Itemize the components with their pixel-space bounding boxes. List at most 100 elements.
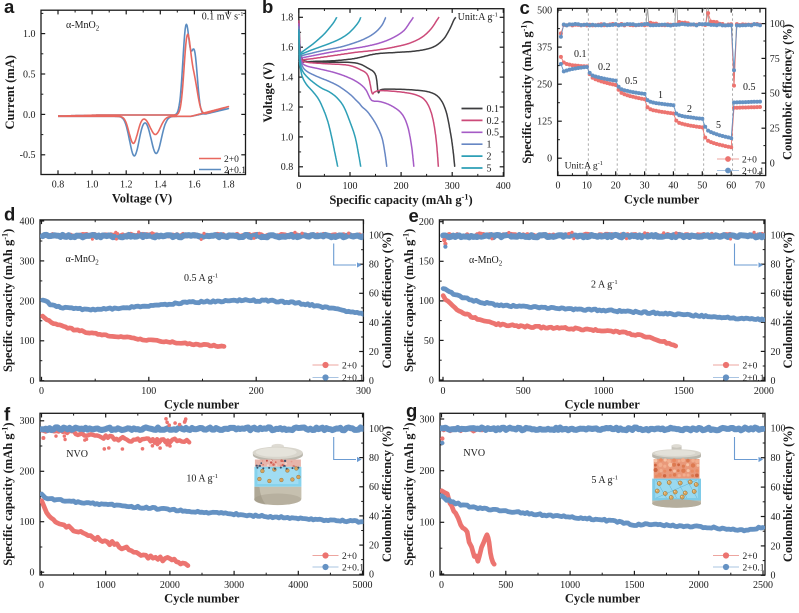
- svg-text:1000: 1000: [560, 580, 580, 591]
- svg-text:70: 70: [755, 181, 765, 192]
- svg-text:0: 0: [430, 569, 435, 580]
- svg-text:200: 200: [420, 466, 435, 477]
- svg-text:NVO: NVO: [463, 448, 485, 459]
- svg-text:Voltage (V): Voltage (V): [261, 62, 275, 122]
- svg-text:20: 20: [611, 181, 621, 192]
- svg-text:20: 20: [771, 347, 781, 358]
- svg-text:100: 100: [141, 386, 156, 397]
- svg-text:d: d: [4, 204, 15, 225]
- svg-text:0.8: 0.8: [281, 162, 294, 173]
- svg-text:200: 200: [249, 386, 264, 397]
- svg-text:10 A g-1: 10 A g-1: [186, 473, 218, 485]
- svg-text:200: 200: [20, 296, 35, 307]
- svg-text:100: 100: [343, 181, 358, 192]
- svg-text:Cycle number: Cycle number: [565, 592, 641, 606]
- svg-text:2000: 2000: [689, 580, 709, 591]
- svg-text:125: 125: [537, 117, 552, 128]
- svg-text:0.5: 0.5: [625, 76, 638, 87]
- svg-text:Voltage (V): Voltage (V): [112, 192, 172, 206]
- svg-text:25: 25: [770, 124, 780, 135]
- svg-text:500: 500: [498, 580, 513, 591]
- svg-text:1.8: 1.8: [281, 13, 294, 24]
- svg-text:2500: 2500: [753, 580, 773, 591]
- svg-text:100: 100: [771, 424, 786, 435]
- svg-text:60: 60: [369, 482, 379, 493]
- svg-text:60: 60: [771, 289, 781, 300]
- svg-text:2+0.1: 2+0.1: [342, 374, 364, 384]
- svg-text:1.0: 1.0: [281, 132, 294, 143]
- svg-text:100: 100: [369, 424, 384, 435]
- svg-text:2+0: 2+0: [742, 155, 757, 165]
- svg-text:100: 100: [419, 296, 434, 307]
- svg-text:1.2: 1.2: [120, 180, 133, 191]
- svg-text:5: 5: [716, 120, 721, 131]
- svg-text:Cycle number: Cycle number: [164, 592, 240, 606]
- svg-text:200: 200: [419, 217, 434, 228]
- svg-text:300: 300: [445, 181, 460, 192]
- svg-text:1: 1: [658, 90, 663, 101]
- svg-text:30: 30: [640, 181, 650, 192]
- svg-text:Specific capacity (mAh g-1): Specific capacity (mAh g-1): [520, 20, 535, 163]
- svg-text:80: 80: [771, 260, 781, 271]
- svg-text:0: 0: [771, 571, 776, 582]
- svg-text:0: 0: [369, 376, 374, 387]
- svg-text:10: 10: [582, 181, 592, 192]
- svg-text:1.6: 1.6: [281, 43, 294, 54]
- svg-text:α-MnO2: α-MnO2: [66, 20, 100, 33]
- svg-text:0: 0: [556, 181, 561, 192]
- svg-text:0: 0: [547, 154, 552, 165]
- svg-text:1.4: 1.4: [281, 73, 294, 84]
- svg-text:0.1 mV s-1: 0.1 mV s-1: [202, 11, 244, 23]
- svg-text:Coulombic efficiency (%): Coulombic efficiency (%): [781, 24, 795, 160]
- svg-text:2: 2: [487, 152, 492, 163]
- svg-text:Coulombic efficiency (%): Coulombic efficiency (%): [380, 426, 394, 562]
- svg-text:60: 60: [726, 181, 736, 192]
- svg-text:500: 500: [537, 6, 552, 17]
- svg-text:5 A g-1: 5 A g-1: [591, 474, 618, 486]
- svg-text:Coulombic efficiency (%): Coulombic efficiency (%): [380, 232, 394, 368]
- svg-text:2000: 2000: [160, 580, 180, 591]
- svg-text:40: 40: [771, 318, 781, 329]
- svg-text:0: 0: [296, 181, 301, 192]
- svg-text:g: g: [406, 400, 417, 421]
- svg-text:2+0: 2+0: [743, 552, 758, 562]
- svg-text:0.2: 0.2: [598, 62, 611, 73]
- svg-text:50: 50: [424, 336, 434, 347]
- svg-text:1000: 1000: [96, 580, 116, 591]
- svg-text:0.5 A g-1: 0.5 A g-1: [184, 272, 218, 284]
- svg-text:0: 0: [429, 375, 434, 386]
- svg-text:1.6: 1.6: [188, 180, 201, 191]
- svg-text:1500: 1500: [674, 386, 694, 397]
- svg-text:80: 80: [771, 453, 781, 464]
- svg-text:Specific capacity (mAh g-1): Specific capacity (mAh g-1): [329, 193, 472, 208]
- svg-text:20: 20: [369, 347, 379, 358]
- svg-text:Current (mA): Current (mA): [3, 55, 17, 129]
- svg-text:Coulombic efficiency (%): Coulombic efficiency (%): [781, 232, 795, 368]
- svg-text:2000: 2000: [754, 386, 774, 397]
- svg-text:100: 100: [420, 518, 435, 529]
- svg-text:40: 40: [668, 181, 678, 192]
- svg-text:Coulombic efficiency (%): Coulombic efficiency (%): [781, 426, 795, 562]
- svg-text:1500: 1500: [624, 580, 644, 591]
- svg-text:150: 150: [419, 257, 434, 268]
- svg-text:Cycle number: Cycle number: [565, 398, 641, 412]
- svg-text:0: 0: [39, 386, 44, 397]
- svg-text:0.1: 0.1: [487, 104, 500, 115]
- svg-text:1.0: 1.0: [23, 29, 36, 40]
- svg-text:-0.5: -0.5: [20, 150, 36, 161]
- svg-text:0.5: 0.5: [487, 128, 500, 139]
- svg-text:Cycle number: Cycle number: [164, 398, 240, 412]
- svg-text:0.2: 0.2: [487, 116, 500, 127]
- svg-text:0: 0: [369, 570, 374, 581]
- svg-text:100: 100: [770, 19, 785, 30]
- svg-text:100: 100: [369, 231, 384, 242]
- svg-text:2: 2: [687, 104, 692, 115]
- svg-text:40: 40: [771, 512, 781, 523]
- svg-text:α-MnO2: α-MnO2: [66, 254, 100, 267]
- svg-text:Specific capacity (mAh g-1): Specific capacity (mAh g-1): [1, 422, 16, 565]
- svg-text:0.0: 0.0: [23, 110, 36, 121]
- svg-text:2 A g-1: 2 A g-1: [591, 279, 618, 291]
- svg-text:300: 300: [20, 416, 35, 427]
- svg-text:0.5: 0.5: [23, 69, 36, 80]
- svg-text:300: 300: [420, 414, 435, 425]
